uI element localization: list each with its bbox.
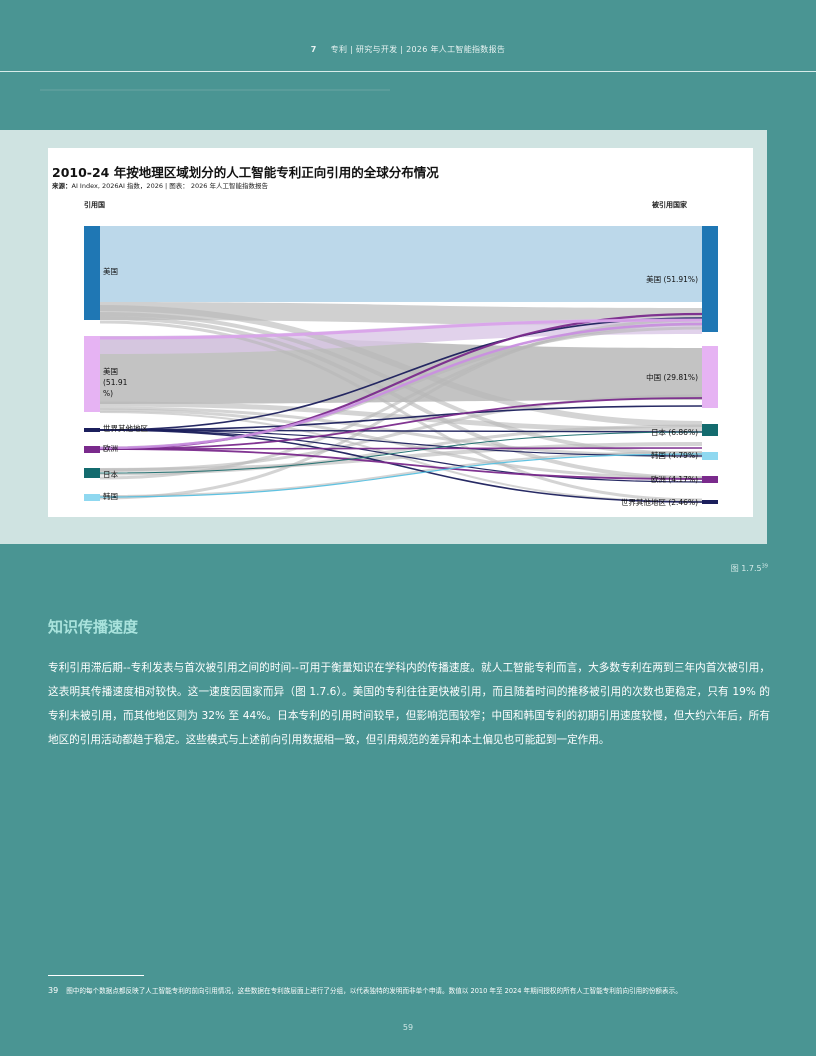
right-label-4: 欧洲 (4.17%)	[651, 474, 698, 484]
flow-colored-9	[99, 448, 703, 480]
flow-minor-3	[99, 320, 703, 502]
left-column-header: 引用国	[84, 201, 105, 209]
flow-us-us	[100, 226, 702, 302]
left-label-0: 美国	[103, 266, 118, 276]
footnote-text: 图中的每个数据点都反映了人工智能专利的前向引用情况，这些数据在专利族层面上进行了…	[66, 987, 682, 995]
figure-label: 图 1.7.539	[730, 563, 768, 573]
flow-colored-0	[99, 317, 703, 431]
left-node-5	[84, 494, 100, 501]
right-node-0	[702, 226, 718, 332]
running-header: 7 专利 | 研究与开发 | 2026 年人工智能指数报告	[0, 44, 816, 55]
flow-colored-13	[99, 453, 703, 498]
left-node-2	[84, 428, 100, 432]
chapter-number: 7	[310, 45, 317, 54]
flow-minor-2	[99, 316, 703, 480]
faded-rule	[40, 89, 390, 91]
flow-colored-5	[99, 429, 703, 503]
section-body: 专利引用滞后期--专利发表与首次被引用之间的时间--可用于衡量知识在学科内的传播…	[48, 662, 770, 746]
flow-colored-2	[99, 429, 703, 433]
page-header: 7 专利 | 研究与开发 | 2026 年人工智能指数报告	[0, 0, 816, 72]
chart-title: 2010-24 年按地理区域划分的人工智能专利正向引用的全球分布情况	[52, 165, 439, 180]
right-label-2: 日本 (6.86%)	[651, 427, 698, 437]
flow-colored-7	[99, 397, 703, 450]
left-node-1	[84, 336, 100, 412]
section-title: 知识传播速度	[48, 618, 139, 636]
flow-colored-12	[99, 431, 703, 474]
flow-colored-11	[99, 322, 703, 450]
left-label-1: 美国(51.91%)	[103, 366, 128, 398]
sankey-chart-card: 2010-24 年按地理区域划分的人工智能专利正向引用的全球分布情况 来源：AI…	[48, 148, 753, 517]
flow-colored-1	[99, 405, 703, 431]
right-node-2	[702, 424, 718, 436]
left-label-2: 世界其他地区	[103, 423, 148, 433]
left-node-3	[84, 446, 100, 453]
header-rule	[0, 71, 816, 72]
flow-colored-10	[99, 318, 703, 340]
right-label-5: 世界其他地区 (2.46%)	[621, 497, 698, 507]
left-node-4	[84, 468, 100, 478]
right-node-3	[702, 452, 718, 460]
flow-colored-4	[99, 429, 703, 483]
footnote-rule	[48, 975, 144, 976]
footnote: 39 图中的每个数据点都反映了人工智能专利的前向引用情况，这些数据在专利族层面上进…	[48, 983, 770, 999]
right-column-header: 被引用国家	[652, 201, 687, 209]
flow-colored-8	[99, 447, 703, 450]
right-node-5	[702, 500, 718, 504]
flow-minor-6	[99, 408, 703, 480]
right-label-3: 韩国 (4.79%)	[651, 450, 698, 460]
flow-colored-3	[99, 429, 703, 457]
left-node-0	[84, 226, 100, 320]
flow-china-china	[100, 336, 702, 404]
page-number: 59	[402, 1023, 414, 1032]
right-label-0: 美国 (51.91%)	[646, 274, 698, 284]
flow-minor-12	[99, 322, 703, 480]
right-node-4	[702, 476, 718, 483]
flow-china-us	[100, 318, 702, 354]
right-node-1	[702, 346, 718, 408]
flow-minor-9	[99, 424, 703, 476]
left-label-5: 韩国	[103, 491, 118, 501]
flow-minor-0	[99, 305, 703, 427]
chart-source: 来源：AI Index, 2026AI 指数，2026 | 图表： 2026 年…	[52, 182, 268, 190]
footnote-number: 39	[48, 986, 59, 995]
left-label-3: 欧洲	[103, 443, 118, 453]
right-label-1: 中国 (29.81%)	[646, 372, 698, 382]
left-label-4: 日本	[103, 469, 118, 479]
running-title: 专利 | 研究与开发 | 2026 年人工智能指数报告	[330, 45, 506, 54]
